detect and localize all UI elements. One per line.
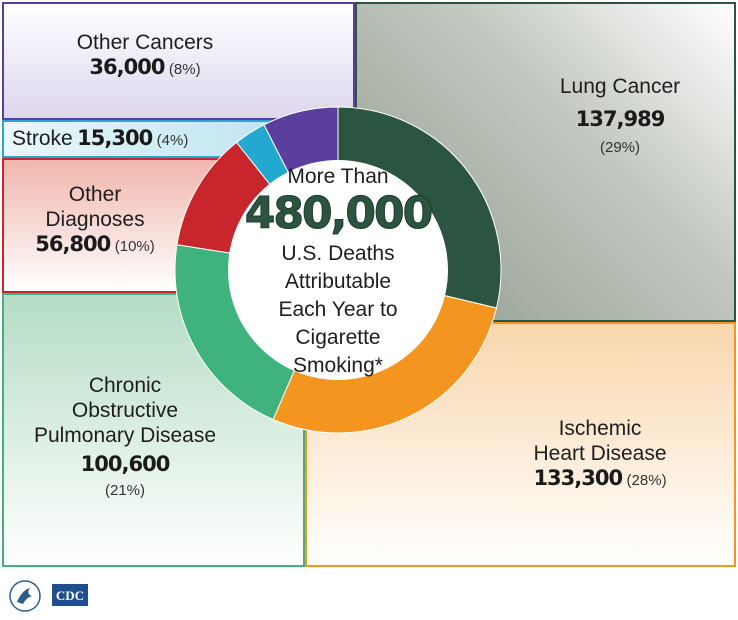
label-stroke: Stroke 15,300 (4%) [12,126,188,151]
hhs-eagle-icon [9,580,41,612]
stroke-name: Stroke [12,127,73,150]
stroke-value: 15,300 [77,126,153,150]
other-dx-percent: (10%) [114,238,155,255]
other-dx-value: 56,800 [35,232,111,256]
lung-value: 137,989 [575,107,666,131]
cdc-logo: CDC [52,584,88,606]
lung-name: Lung Cancer [559,75,681,98]
ihd-value: 133,300 [533,466,623,490]
center-line5: Cigarette [295,326,381,349]
ihd-percent: (28%) [626,472,667,489]
other-dx-name1: Other [68,183,122,206]
center-line4: Each Year to [278,298,398,321]
label-other-cancers: Other Cancers 36,000 (8%) [20,30,270,79]
center-line3: Attributable [284,270,392,293]
stroke-percent: (4%) [156,132,189,149]
center-big-number: 480,000 [244,188,433,240]
cdc-logo-text: CDC [56,588,84,603]
label-other-diagnoses: Other Diagnoses 56,800 (10%) [10,182,180,256]
donut-center [228,160,448,380]
copd-value: 100,600 [80,452,171,476]
label-ihd: Ischemic Heart Disease 133,300 (28%) [500,416,700,490]
copd-name3: Pulmonary Disease [33,424,217,447]
other-cancers-value: 36,000 [89,55,165,79]
copd-percent: (21%) [104,482,145,499]
ihd-name1: Ischemic [558,417,642,440]
label-copd: Chronic Obstructive Pulmonary Disease 10… [10,373,240,499]
ihd-name2: Heart Disease [533,442,667,465]
copd-name1: Chronic [88,374,162,397]
other-dx-name2: Diagnoses [45,208,145,231]
box-other-cancers [2,2,355,120]
copd-name2: Obstructive [71,399,179,422]
center-line2: U.S. Deaths [281,242,395,265]
center-line6: Smoking* [293,354,383,377]
lung-percent: (29%) [599,139,640,156]
label-lung-cancer: Lung Cancer 137,989 (29%) [530,74,710,156]
other-cancers-name: Other Cancers [76,31,214,54]
other-cancers-percent: (8%) [168,61,201,78]
center-line1: More Than [287,165,389,188]
footer-logos: CDC [8,578,98,619]
